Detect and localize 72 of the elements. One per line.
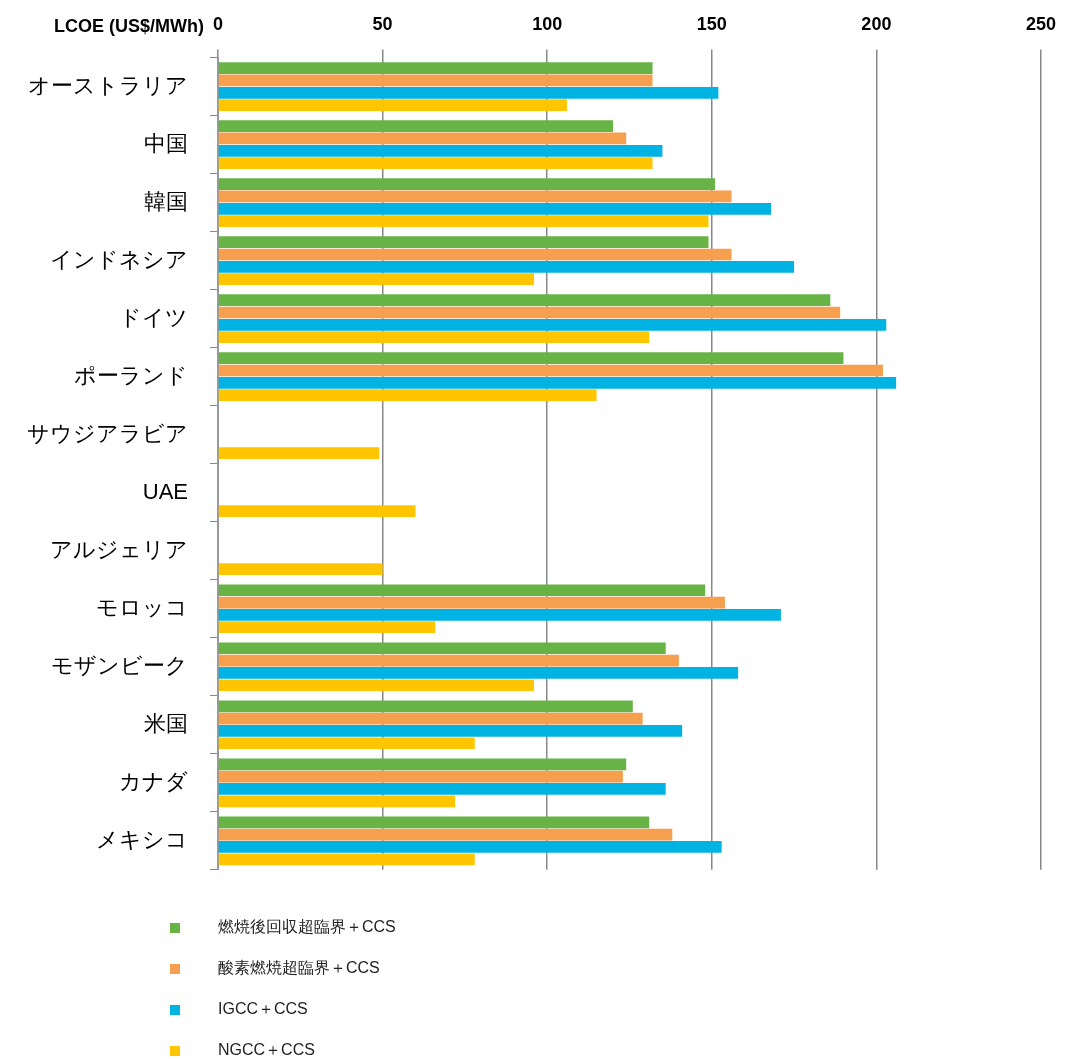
x-tick-label: 100 bbox=[532, 13, 563, 34]
legend-label: 酸素燃焼超臨界＋CCS bbox=[218, 958, 380, 978]
y-tick-label: インドネシア bbox=[50, 246, 188, 272]
bar bbox=[218, 841, 722, 853]
bar bbox=[218, 828, 673, 841]
y-tick-label: 米国 bbox=[144, 710, 188, 736]
bar bbox=[218, 737, 475, 750]
bar bbox=[218, 642, 666, 655]
bar bbox=[218, 725, 683, 737]
bar bbox=[218, 157, 653, 169]
bar bbox=[218, 795, 456, 808]
bar bbox=[218, 770, 623, 783]
y-tick-label: ドイツ bbox=[119, 304, 188, 330]
y-tick-label: メキシコ bbox=[96, 826, 188, 852]
bar bbox=[218, 306, 841, 319]
bar bbox=[218, 352, 844, 365]
bar bbox=[218, 584, 706, 597]
bar bbox=[218, 236, 709, 249]
bar bbox=[218, 679, 535, 692]
bar bbox=[218, 190, 732, 203]
bar bbox=[218, 389, 597, 402]
bar bbox=[218, 74, 653, 87]
bar bbox=[218, 654, 679, 667]
legend-label: IGCC＋CCS bbox=[218, 999, 308, 1019]
bar bbox=[218, 202, 772, 215]
bar bbox=[218, 318, 887, 331]
y-tick-label: アルジェリア bbox=[50, 536, 188, 562]
x-tick-label: 250 bbox=[1025, 13, 1057, 34]
y-tick-label: サウジアラビア bbox=[27, 420, 188, 446]
bar bbox=[218, 783, 666, 795]
legend-label: 燃焼後回収超臨界＋CCS bbox=[218, 917, 396, 937]
y-tick-label: ポーランド bbox=[74, 362, 188, 388]
bar bbox=[218, 62, 653, 74]
y-tick-label: 韓国 bbox=[144, 188, 188, 214]
y-tick-label: モザンビーク bbox=[51, 652, 188, 678]
bar bbox=[218, 447, 380, 460]
bar bbox=[218, 294, 831, 307]
bar bbox=[218, 700, 633, 713]
legend-label: NGCC＋CCS bbox=[218, 1040, 315, 1059]
y-tick-label: カナダ bbox=[119, 768, 188, 794]
bar bbox=[218, 248, 732, 261]
bar bbox=[218, 563, 383, 576]
bar bbox=[218, 609, 781, 621]
bar bbox=[218, 712, 643, 725]
bar bbox=[218, 364, 883, 377]
bar bbox=[218, 376, 897, 389]
bar bbox=[218, 260, 795, 273]
x-tick-label: 0 bbox=[212, 13, 224, 34]
bar bbox=[218, 132, 627, 145]
bar bbox=[218, 273, 535, 285]
y-tick-label: UAE bbox=[142, 478, 188, 504]
bar bbox=[218, 120, 614, 132]
bar bbox=[218, 178, 716, 190]
bar bbox=[218, 86, 719, 99]
y-tick-label: モロッコ bbox=[96, 594, 188, 620]
bar bbox=[218, 816, 650, 829]
bar bbox=[218, 758, 627, 771]
y-tick-label: 中国 bbox=[144, 130, 188, 156]
bar bbox=[218, 331, 650, 344]
bar bbox=[218, 144, 663, 157]
x-tick-label: 50 bbox=[372, 13, 393, 34]
bar bbox=[218, 667, 739, 679]
x-tick-label: 200 bbox=[861, 13, 892, 34]
bar bbox=[218, 853, 475, 866]
x-axis-title: LCOE (US$/MWh) bbox=[54, 15, 204, 36]
bar bbox=[218, 505, 416, 518]
bar bbox=[218, 215, 709, 227]
bar bbox=[218, 99, 567, 111]
x-tick-label: 150 bbox=[696, 13, 727, 34]
bar bbox=[218, 596, 725, 609]
bar bbox=[218, 621, 436, 634]
y-tick-label: オーストラリア bbox=[28, 72, 188, 98]
